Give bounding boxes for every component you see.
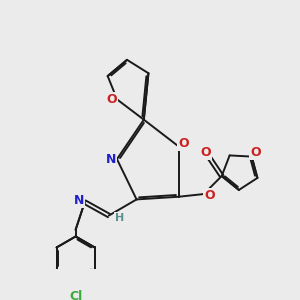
Text: O: O [178, 137, 189, 150]
Text: N: N [74, 194, 84, 207]
Text: O: O [204, 189, 215, 202]
Text: O: O [106, 93, 116, 106]
Text: O: O [200, 146, 211, 159]
Text: N: N [106, 153, 116, 166]
Text: Cl: Cl [69, 290, 82, 300]
Text: O: O [250, 146, 261, 159]
Text: H: H [115, 213, 124, 223]
